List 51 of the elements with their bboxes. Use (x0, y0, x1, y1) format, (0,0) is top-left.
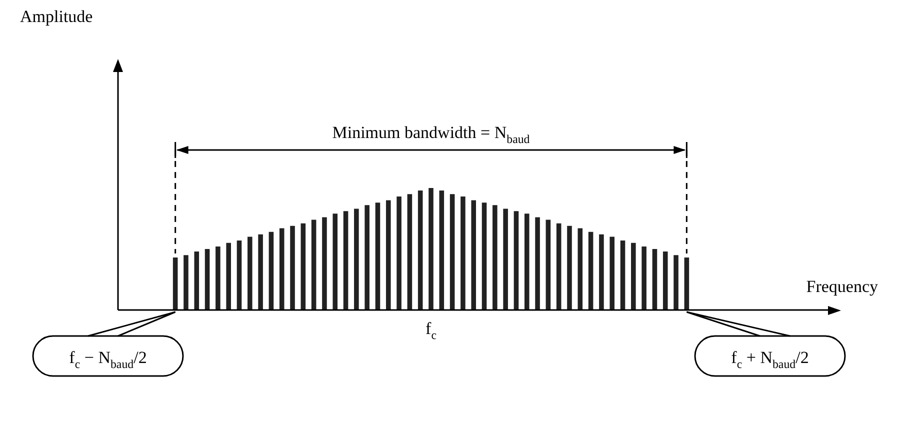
bar (204, 249, 210, 310)
bar (578, 228, 583, 310)
bar (268, 232, 274, 310)
bar (631, 242, 636, 310)
bar (460, 196, 466, 310)
bar (322, 217, 327, 310)
bar (588, 232, 594, 310)
bar (407, 194, 412, 310)
bar (610, 236, 614, 310)
bar (279, 228, 284, 310)
bar (514, 211, 519, 310)
bar (258, 234, 263, 310)
bar (343, 211, 348, 310)
bar (386, 200, 391, 310)
bar (172, 258, 178, 310)
bar (194, 251, 200, 310)
bar (311, 220, 316, 310)
bar (482, 202, 487, 310)
bar (290, 226, 295, 310)
bar (439, 190, 444, 310)
bar (428, 188, 434, 310)
bar (567, 226, 572, 310)
bar (418, 190, 423, 310)
bar (674, 255, 678, 310)
bar (503, 208, 508, 310)
bar (248, 236, 252, 310)
bar (492, 205, 498, 310)
bar (364, 205, 370, 310)
bar (546, 220, 551, 310)
bar (652, 249, 658, 310)
bar (620, 240, 626, 310)
bar (216, 246, 220, 310)
bar (450, 194, 455, 310)
bar (471, 200, 476, 310)
bar (599, 234, 604, 310)
text: Frequency (806, 277, 878, 296)
bar (535, 217, 540, 310)
bar (642, 246, 646, 310)
bar (396, 196, 402, 310)
bar (684, 258, 690, 310)
bar (300, 223, 306, 310)
bar (332, 214, 338, 310)
bar (226, 242, 231, 310)
text: Amplitude (20, 7, 93, 26)
bar (354, 208, 359, 310)
bar (184, 255, 188, 310)
bar (556, 223, 562, 310)
bar (236, 240, 242, 310)
bar (662, 251, 668, 310)
bar (524, 214, 530, 310)
bar (375, 202, 380, 310)
